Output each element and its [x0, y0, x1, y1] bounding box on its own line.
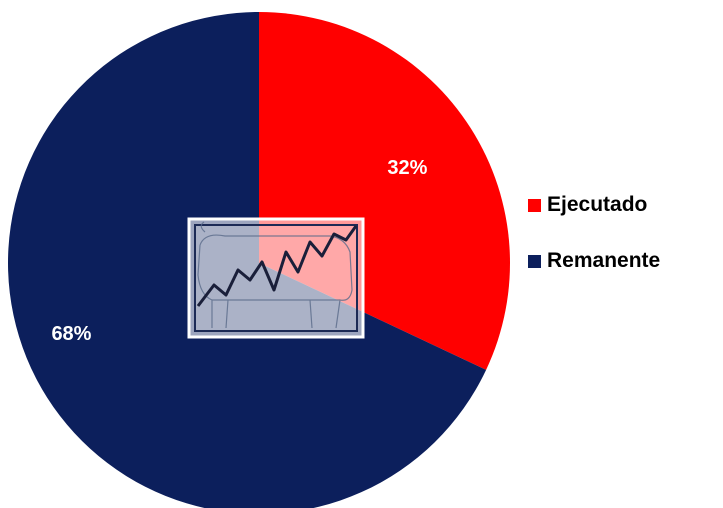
legend-swatch-remanente — [528, 254, 541, 268]
legend-label-ejecutado: Ejecutado — [547, 193, 648, 216]
pie-data-labels: 32% 68% — [51, 157, 427, 345]
legend-swatch-ejecutado — [528, 198, 541, 212]
legend-item-ejecutado: Ejecutado — [528, 193, 660, 217]
legend: Ejecutado Remanente — [528, 193, 660, 273]
data-label-remanente: 68% — [51, 323, 91, 345]
legend-label-remanente: Remanente — [547, 249, 661, 272]
data-label-ejecutado: 32% — [387, 157, 427, 179]
cow-stock-chart-icon — [187, 217, 365, 339]
legend-item-remanente: Remanente — [528, 249, 660, 273]
